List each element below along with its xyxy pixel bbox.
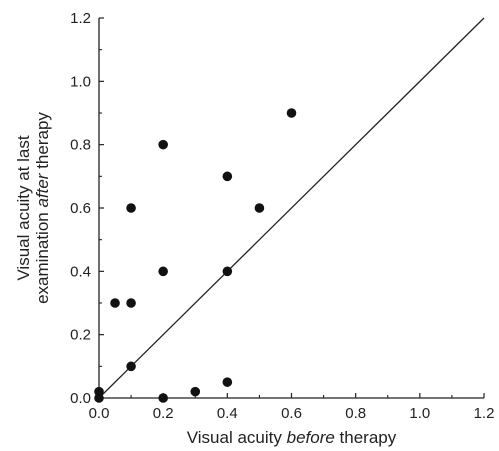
data-point [94, 386, 104, 397]
data-point [222, 377, 233, 387]
data-point [126, 361, 136, 372]
x-tick-label: 0.2 [153, 405, 174, 422]
y-axis-title-line1: Visual acuity at last [14, 135, 33, 280]
x-tick-label: 0.6 [281, 405, 302, 422]
data-point [222, 266, 233, 277]
x-axis-title: Visual acuity before therapy [187, 428, 397, 447]
y-axis-title: Visual acuity at last examination after … [14, 112, 52, 304]
data-points [94, 108, 297, 403]
x-tick-label: 1.2 [474, 405, 495, 422]
y-tick-label: 0.4 [70, 263, 91, 280]
data-point [222, 171, 233, 182]
y-axis-title-line2: examination after therapy [33, 112, 52, 304]
data-point [158, 139, 168, 150]
data-point [110, 298, 120, 308]
data-point [254, 203, 265, 213]
x-axis-title-emphasis: before [287, 428, 335, 447]
data-point [190, 386, 201, 397]
x-tick-label: 0.0 [89, 405, 110, 422]
y-tick-label: 0.0 [70, 390, 91, 407]
reference-line [98, 17, 485, 399]
x-axis-ticks: 0.0 0.2 0.4 0.6 0.8 1.0 1.2 [89, 393, 495, 422]
y-tick-label: 0.2 [70, 327, 91, 344]
x-tick-label: 1.0 [409, 405, 430, 422]
x-axis-title-pre: Visual acuity [187, 428, 287, 447]
x-tick-label: 0.8 [345, 405, 366, 422]
y-tick-label: 1.2 [70, 10, 91, 27]
x-tick-label: 0.4 [217, 405, 238, 422]
data-point [286, 108, 297, 118]
y-tick-label: 0.6 [70, 200, 91, 217]
y-axis-ticks: 0.0 0.2 0.4 0.6 0.8 1.0 1.2 [70, 10, 104, 407]
data-point [158, 393, 168, 403]
data-point [126, 298, 136, 308]
x-axis-title-post: therapy [335, 428, 397, 447]
y-tick-label: 0.8 [70, 137, 91, 154]
y-axis-title-line2-post: therapy [33, 112, 52, 174]
y-axis-title-line2-pre: examination [33, 208, 52, 304]
y-axis-title-line2-emphasis: after [33, 172, 52, 207]
data-point [158, 266, 168, 277]
y-tick-label: 1.0 [70, 73, 91, 90]
data-point [126, 203, 136, 213]
